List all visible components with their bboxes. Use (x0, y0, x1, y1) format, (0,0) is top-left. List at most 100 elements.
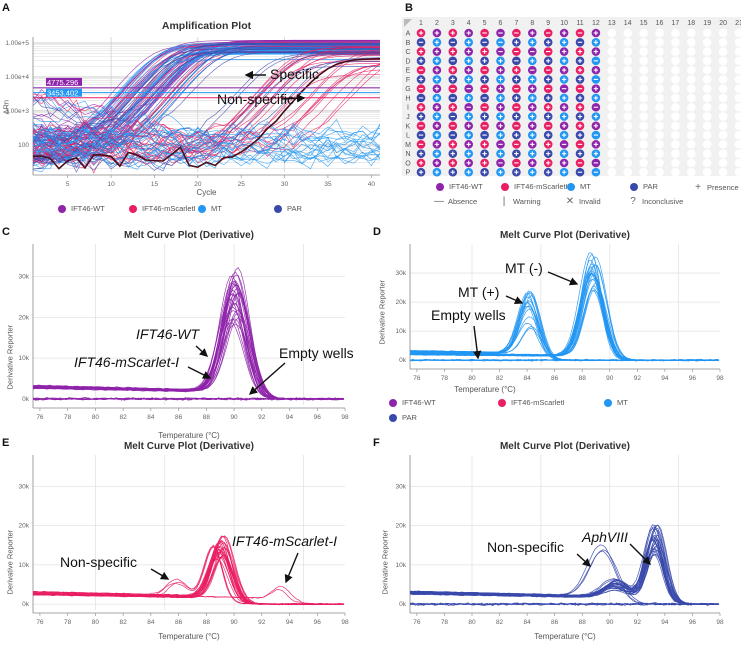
well-F2[interactable] (432, 75, 442, 84)
well-K12[interactable] (591, 121, 601, 131)
empty-well[interactable] (655, 93, 664, 103)
empty-well[interactable] (671, 112, 680, 121)
well-L4[interactable] (464, 130, 474, 140)
well-O4[interactable] (464, 158, 474, 168)
plate-legend-ift46-mscarleti[interactable]: IFT46-mScarletI (501, 182, 568, 191)
empty-well[interactable] (718, 75, 728, 84)
empty-well[interactable] (639, 47, 648, 56)
well-K10[interactable] (559, 121, 569, 131)
well-L1[interactable] (416, 130, 426, 140)
well-M1[interactable] (416, 140, 426, 149)
well-J1[interactable] (416, 112, 426, 121)
well-A3[interactable] (448, 28, 458, 38)
well-G1[interactable] (416, 84, 426, 93)
well-N9[interactable] (543, 149, 553, 158)
well-L9[interactable] (543, 130, 553, 140)
well-J5[interactable] (480, 112, 489, 121)
well-E12[interactable] (591, 65, 601, 75)
empty-well[interactable] (623, 56, 632, 66)
well-P9[interactable] (543, 167, 553, 177)
well-M8[interactable] (528, 140, 537, 149)
plate-legend-inconclusive[interactable]: ? Inconclusive (628, 196, 683, 207)
plate-legend-invalid[interactable]: ✕ Invalid (565, 196, 601, 207)
empty-well[interactable] (607, 112, 617, 121)
well-C11[interactable] (575, 47, 585, 56)
well-H9[interactable] (543, 93, 553, 103)
well-A2[interactable] (432, 28, 442, 38)
well-N8[interactable] (528, 149, 537, 158)
well-A12[interactable] (591, 28, 601, 38)
empty-well[interactable] (655, 112, 664, 121)
well-B4[interactable] (464, 37, 474, 47)
empty-well[interactable] (607, 121, 617, 131)
well-I10[interactable] (559, 102, 569, 112)
well-G6[interactable] (496, 84, 505, 93)
well-O11[interactable] (575, 158, 585, 168)
empty-well[interactable] (687, 149, 696, 158)
well-H12[interactable] (591, 93, 601, 103)
well-F9[interactable] (543, 75, 553, 84)
well-D7[interactable] (512, 56, 521, 66)
well-E1[interactable] (416, 65, 426, 75)
empty-well[interactable] (639, 75, 648, 84)
well-H8[interactable] (528, 93, 537, 103)
well-D2[interactable] (432, 56, 442, 66)
empty-well[interactable] (718, 102, 728, 112)
well-K7[interactable] (512, 121, 521, 131)
well-L12[interactable] (591, 130, 601, 140)
empty-well[interactable] (734, 65, 741, 75)
well-G9[interactable] (543, 84, 553, 93)
empty-well[interactable] (671, 47, 680, 56)
well-C4[interactable] (464, 47, 474, 56)
empty-well[interactable] (607, 28, 617, 38)
empty-well[interactable] (655, 47, 664, 56)
empty-well[interactable] (655, 56, 664, 66)
well-O9[interactable] (543, 158, 553, 168)
empty-well[interactable] (734, 130, 741, 140)
empty-well[interactable] (718, 121, 728, 131)
well-N3[interactable] (448, 149, 458, 158)
empty-well[interactable] (718, 149, 728, 158)
well-F3[interactable] (448, 75, 458, 84)
empty-well[interactable] (734, 84, 741, 93)
well-F12[interactable] (591, 75, 601, 84)
well-N1[interactable] (416, 149, 426, 158)
well-K9[interactable] (543, 121, 553, 131)
well-H11[interactable] (575, 93, 585, 103)
well-M12[interactable] (591, 140, 601, 149)
empty-well[interactable] (607, 56, 617, 66)
well-E3[interactable] (448, 65, 458, 75)
empty-well[interactable] (702, 130, 712, 140)
well-C2[interactable] (432, 47, 442, 56)
well-C8[interactable] (528, 47, 537, 56)
well-C3[interactable] (448, 47, 458, 56)
well-B2[interactable] (432, 37, 442, 47)
empty-well[interactable] (607, 140, 617, 149)
empty-well[interactable] (671, 93, 680, 103)
well-H10[interactable] (559, 93, 569, 103)
empty-well[interactable] (687, 158, 696, 168)
well-K2[interactable] (432, 121, 442, 131)
empty-well[interactable] (718, 65, 728, 75)
well-D1[interactable] (416, 56, 426, 66)
well-E9[interactable] (543, 65, 553, 75)
empty-well[interactable] (702, 149, 712, 158)
well-J12[interactable] (591, 112, 601, 121)
well-A5[interactable] (480, 28, 489, 38)
well-M7[interactable] (512, 140, 521, 149)
well-G2[interactable] (432, 84, 442, 93)
well-L6[interactable] (496, 130, 505, 140)
well-M2[interactable] (432, 140, 442, 149)
empty-well[interactable] (734, 47, 741, 56)
empty-well[interactable] (718, 112, 728, 121)
well-D8[interactable] (528, 56, 537, 66)
well-N12[interactable] (591, 149, 601, 158)
well-O12[interactable] (591, 158, 601, 168)
empty-well[interactable] (671, 121, 680, 131)
empty-well[interactable] (623, 149, 632, 158)
empty-well[interactable] (718, 93, 728, 103)
well-K3[interactable] (448, 121, 458, 131)
well-F5[interactable] (480, 75, 489, 84)
empty-well[interactable] (639, 121, 648, 131)
empty-well[interactable] (734, 56, 741, 66)
